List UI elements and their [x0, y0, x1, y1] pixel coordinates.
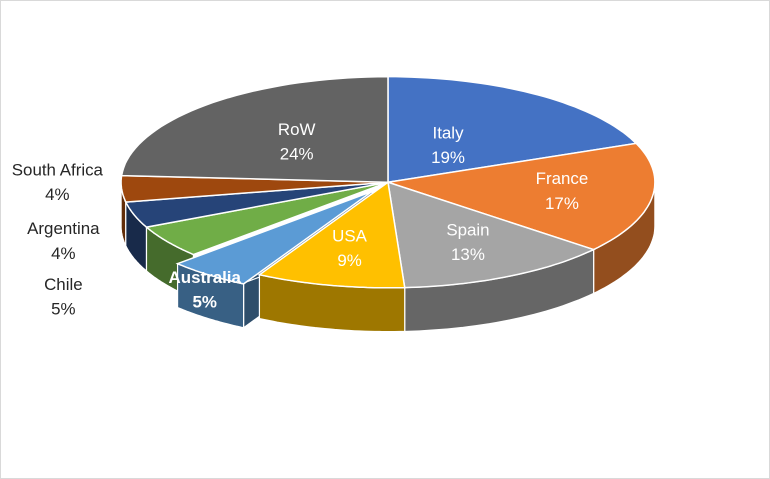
slice-value-row: 24% — [280, 145, 314, 164]
slice-spain — [387, 181, 596, 289]
slice-label-argentina: Argentina — [27, 219, 100, 238]
slice-value-chile: 5% — [51, 300, 75, 319]
slice-argentina — [124, 181, 389, 228]
slice-value-usa: 9% — [337, 251, 361, 270]
slice-australia — [175, 190, 373, 285]
slice-south-africa — [120, 174, 389, 203]
slice-label-australia: Australia — [169, 268, 242, 287]
slice-value-italy: 19% — [431, 148, 465, 167]
slice-label-italy: Italy — [433, 123, 465, 142]
slice-value-south-africa: 4% — [45, 185, 69, 204]
pie-label-layer: Italy 19% France 17% Spain 13% USA 9% Australia 5… — [12, 120, 588, 319]
pie-top-layer — [120, 75, 656, 289]
slice-label-chile: Chile — [44, 275, 83, 294]
slice-label-usa: USA — [332, 226, 367, 245]
slice-label-spain: Spain — [446, 220, 489, 239]
slice-italy — [387, 75, 638, 184]
slice-label-south-africa: South Africa — [12, 160, 104, 179]
slice-chile — [144, 181, 389, 256]
slice-label-france: France — [536, 169, 589, 188]
slice-label-row: RoW — [278, 120, 316, 139]
slice-usa — [257, 180, 406, 289]
slice-value-france: 17% — [545, 194, 579, 213]
slice-row — [120, 75, 389, 184]
slice-france — [387, 142, 656, 251]
slice-value-australia: 5% — [193, 293, 217, 312]
slice-value-argentina: 4% — [51, 244, 75, 263]
slice-value-spain: 13% — [451, 245, 485, 264]
